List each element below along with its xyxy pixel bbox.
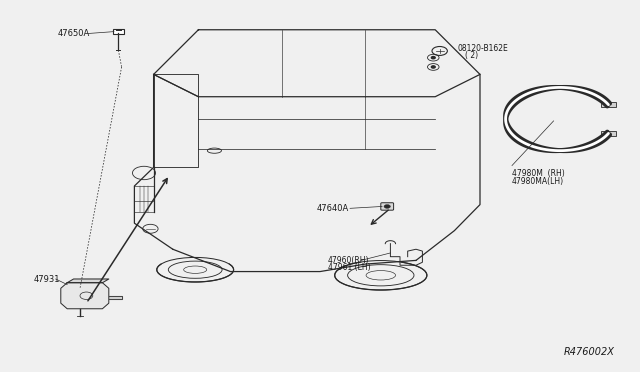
Text: 08120-B162E: 08120-B162E xyxy=(458,44,508,53)
FancyBboxPatch shape xyxy=(602,102,616,107)
Text: 47931: 47931 xyxy=(33,275,60,283)
Text: 47960(RH): 47960(RH) xyxy=(328,256,369,265)
Text: 47640A: 47640A xyxy=(317,204,349,213)
Polygon shape xyxy=(61,283,109,309)
Circle shape xyxy=(431,57,435,59)
Text: 47650A: 47650A xyxy=(58,29,90,38)
Text: R476002X: R476002X xyxy=(564,347,614,357)
Text: 47980M  (RH): 47980M (RH) xyxy=(512,169,564,178)
FancyBboxPatch shape xyxy=(113,29,124,34)
Circle shape xyxy=(431,66,435,68)
Text: 47961 (LH): 47961 (LH) xyxy=(328,263,371,272)
FancyBboxPatch shape xyxy=(381,203,394,210)
Polygon shape xyxy=(109,296,122,299)
Text: 47980MA(LH): 47980MA(LH) xyxy=(512,177,564,186)
FancyBboxPatch shape xyxy=(602,131,616,136)
Circle shape xyxy=(384,205,390,208)
Polygon shape xyxy=(67,279,109,283)
Text: ( 2): ( 2) xyxy=(465,51,479,60)
